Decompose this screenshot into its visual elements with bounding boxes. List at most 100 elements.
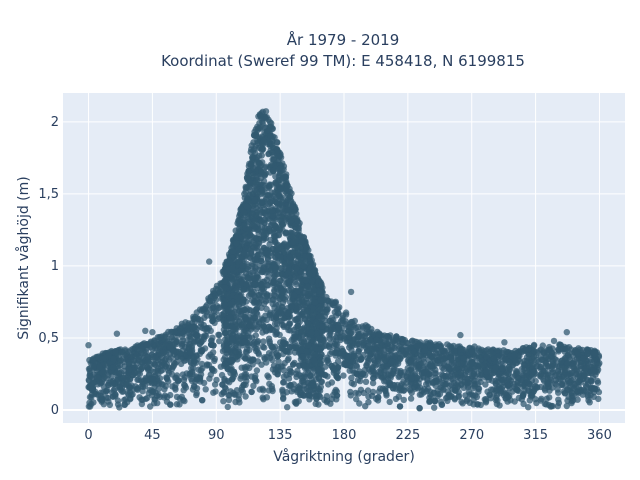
data-point — [438, 401, 446, 408]
data-point — [261, 300, 268, 307]
data-point — [334, 358, 342, 365]
data-point — [288, 388, 295, 395]
data-point — [245, 263, 252, 270]
data-point — [334, 331, 341, 338]
data-point — [347, 338, 354, 345]
data-point — [258, 209, 266, 216]
data-point — [221, 375, 228, 383]
data-point — [266, 118, 274, 126]
data-point — [362, 378, 370, 385]
data-point — [85, 403, 93, 410]
data-point — [138, 400, 146, 408]
data-point — [396, 387, 403, 394]
data-point — [450, 342, 457, 350]
data-point — [300, 299, 307, 306]
data-point — [289, 233, 296, 240]
data-point — [384, 340, 391, 347]
data-point — [268, 207, 276, 214]
data-point — [279, 289, 286, 296]
data-point — [211, 381, 219, 388]
data-point — [260, 338, 267, 345]
data-point — [470, 401, 477, 408]
data-point — [211, 355, 218, 363]
data-point — [426, 341, 433, 349]
data-point — [377, 385, 384, 392]
data-point — [263, 230, 270, 238]
data-point — [255, 351, 263, 358]
data-point — [381, 332, 388, 339]
data-point — [297, 256, 305, 264]
data-point — [403, 379, 410, 386]
data-point — [456, 343, 463, 350]
data-point — [280, 379, 288, 386]
data-point — [310, 381, 317, 388]
data-point — [191, 324, 198, 331]
data-point — [420, 358, 428, 366]
data-point — [90, 399, 97, 406]
data-point — [224, 306, 231, 314]
data-point — [351, 353, 358, 360]
data-point — [552, 381, 560, 388]
data-point — [187, 333, 194, 340]
data-point — [381, 372, 388, 379]
data-point — [273, 139, 281, 146]
data-point — [277, 186, 284, 193]
data-point — [324, 297, 331, 304]
data-point — [362, 371, 369, 379]
data-point — [260, 316, 267, 324]
data-point — [171, 384, 179, 391]
data-point — [157, 358, 164, 365]
data-point — [416, 391, 424, 398]
data-point — [241, 306, 248, 313]
data-point — [266, 380, 273, 388]
data-point — [293, 373, 300, 381]
data-point — [276, 308, 283, 315]
data-point — [235, 258, 242, 265]
data-point — [363, 362, 370, 370]
data-point — [355, 331, 362, 339]
data-point — [364, 324, 371, 331]
data-point — [173, 393, 181, 401]
data-point — [260, 137, 268, 145]
data-point — [272, 179, 279, 187]
data-point — [463, 397, 470, 405]
data-point — [254, 137, 261, 145]
data-point — [538, 395, 545, 402]
data-point — [298, 374, 306, 381]
data-point — [134, 386, 141, 393]
data-point — [335, 324, 343, 331]
data-point — [541, 385, 548, 392]
data-point — [135, 376, 142, 383]
data-point — [173, 401, 181, 408]
data-point — [505, 375, 512, 383]
data-point — [440, 360, 447, 367]
data-point — [391, 352, 399, 360]
data-point — [267, 161, 275, 168]
data-point — [110, 364, 117, 371]
data-point — [586, 399, 593, 406]
data-point — [555, 389, 562, 396]
data-point — [573, 360, 581, 367]
data-point — [267, 142, 274, 150]
data-point — [279, 388, 286, 395]
data-point — [155, 370, 162, 377]
data-point — [232, 286, 240, 294]
data-point — [369, 379, 377, 387]
data-point — [227, 301, 234, 308]
data-point — [426, 398, 433, 405]
data-point — [374, 355, 382, 362]
data-point — [136, 394, 143, 401]
data-point — [165, 378, 172, 385]
data-point — [192, 313, 199, 321]
data-point — [443, 380, 450, 387]
data-point — [254, 323, 262, 330]
data-point — [543, 401, 550, 408]
data-point — [327, 326, 335, 333]
data-point — [229, 324, 236, 331]
data-point — [448, 375, 455, 383]
data-point — [594, 377, 601, 385]
data-point — [225, 392, 232, 399]
data-point — [265, 335, 273, 342]
data-point — [181, 381, 188, 388]
